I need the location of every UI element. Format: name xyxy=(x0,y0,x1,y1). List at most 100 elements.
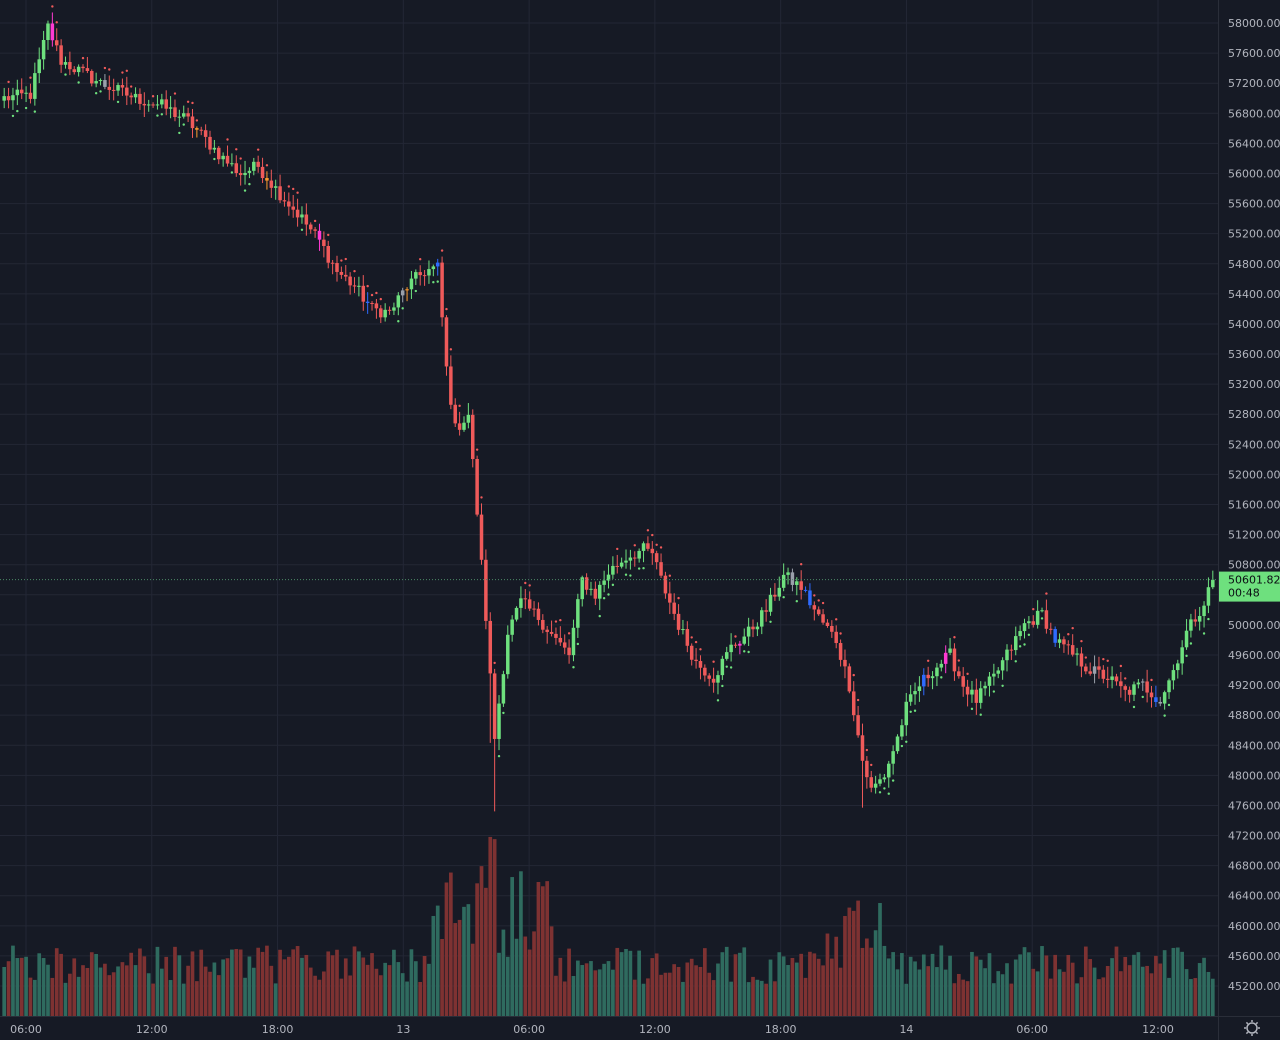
candle-body xyxy=(1123,686,1127,690)
volume-bar xyxy=(948,955,952,1016)
y-tick-label: 49600.00 xyxy=(1228,649,1280,662)
time-axis[interactable]: 06:00 12:00 18:00 13 06:00 12:00 18:00 14 06:00 1… xyxy=(10,1023,1174,1036)
indicator-dot xyxy=(699,648,702,651)
candle-body xyxy=(777,587,782,597)
candle-body xyxy=(974,689,979,703)
indicator-dot xyxy=(900,744,904,748)
candle-body xyxy=(400,290,405,296)
volume-bar xyxy=(260,951,265,1016)
volume-bar xyxy=(54,948,59,1016)
candle-body xyxy=(1027,621,1031,624)
volume-bar xyxy=(1193,978,1198,1016)
volume-bar xyxy=(6,961,11,1016)
candle-body xyxy=(992,673,996,677)
countdown-text: 00:48 xyxy=(1228,587,1260,600)
indicator-dot xyxy=(344,257,347,261)
candle-body xyxy=(243,172,247,176)
candle-body xyxy=(181,113,186,117)
volume-bar xyxy=(527,949,532,1016)
volume-bar xyxy=(273,983,278,1016)
price-axis[interactable]: 45200.00 45600.00 46000.00 46400.00 46800.00… xyxy=(1228,17,1280,993)
indicator-dot xyxy=(475,448,479,451)
volume-bar xyxy=(63,982,68,1016)
candle-body xyxy=(1158,701,1163,704)
candle-body xyxy=(46,23,50,41)
candle-body xyxy=(1162,692,1167,704)
volume-bar xyxy=(970,951,974,1016)
indicator-dot xyxy=(29,76,32,79)
gear-icon[interactable] xyxy=(1244,1020,1260,1036)
volume-bar xyxy=(203,966,208,1016)
indicator-dot xyxy=(1141,695,1144,699)
candle-body xyxy=(203,130,208,137)
candle-body xyxy=(541,619,545,630)
indicator-dot xyxy=(567,632,571,635)
candle-body xyxy=(427,269,431,276)
candle-body xyxy=(773,594,777,597)
indicator-dot xyxy=(186,100,190,103)
candle-body xyxy=(418,272,422,276)
candle-body xyxy=(125,87,129,96)
volume-bar xyxy=(821,965,825,1016)
candle-body xyxy=(821,614,825,623)
volume-bar xyxy=(1083,946,1088,1016)
candle-body xyxy=(663,575,668,594)
candle-body xyxy=(379,308,383,318)
indicator-dot xyxy=(1124,677,1127,680)
candle-body xyxy=(668,593,672,603)
y-tick-label: 48400.00 xyxy=(1228,739,1280,752)
candle-body xyxy=(637,550,641,559)
candle-body xyxy=(1189,619,1193,631)
indicator-dot xyxy=(64,73,67,76)
indicator-dot xyxy=(1185,654,1188,658)
volume-bar xyxy=(1145,965,1149,1016)
volume-bar xyxy=(808,951,812,1016)
y-tick-label: 57600.00 xyxy=(1228,47,1280,60)
volume-bar xyxy=(81,965,85,1016)
indicator-dot xyxy=(602,597,606,600)
volume-bar xyxy=(400,973,405,1016)
y-tick-label: 54800.00 xyxy=(1228,258,1280,271)
candle-body xyxy=(129,95,133,98)
indicator-dot xyxy=(1067,633,1070,636)
volume-bar xyxy=(794,962,799,1016)
candle-body xyxy=(834,631,838,644)
candle-body xyxy=(760,610,764,627)
volume-bar xyxy=(514,938,519,1016)
volume-bar xyxy=(435,905,440,1016)
candle-body xyxy=(838,643,843,660)
indicator-dot xyxy=(743,650,746,653)
candle-body xyxy=(1119,681,1123,687)
volume-bar xyxy=(983,968,987,1016)
volume-bar xyxy=(322,971,326,1016)
indicator-dot xyxy=(677,596,680,600)
indicator-dot xyxy=(559,618,562,622)
candle-body xyxy=(659,562,663,576)
candle-body xyxy=(186,113,190,117)
volume-bar xyxy=(904,983,909,1016)
volume-bar xyxy=(1175,947,1180,1016)
candle-body xyxy=(68,62,72,70)
candle-body xyxy=(54,40,59,46)
volume-bar xyxy=(1101,977,1106,1016)
volume-bar xyxy=(738,952,742,1016)
volume-bar xyxy=(829,958,834,1016)
indicator-dot xyxy=(213,157,216,161)
volume-bar xyxy=(1066,954,1071,1016)
volume-bar xyxy=(606,961,611,1016)
volume-bar xyxy=(256,947,261,1016)
volume-bar xyxy=(711,980,716,1016)
candle-body xyxy=(160,99,164,105)
volume-bar xyxy=(278,949,282,1016)
candle-body xyxy=(1176,663,1180,671)
indicator-dot xyxy=(235,148,238,151)
candle-body xyxy=(978,688,983,703)
candle-body xyxy=(987,676,992,686)
indicator-dot xyxy=(633,544,636,547)
volume-bar xyxy=(129,952,134,1016)
indicator-dot xyxy=(77,81,80,84)
volume-bar xyxy=(326,951,331,1016)
candle-body xyxy=(926,674,930,679)
